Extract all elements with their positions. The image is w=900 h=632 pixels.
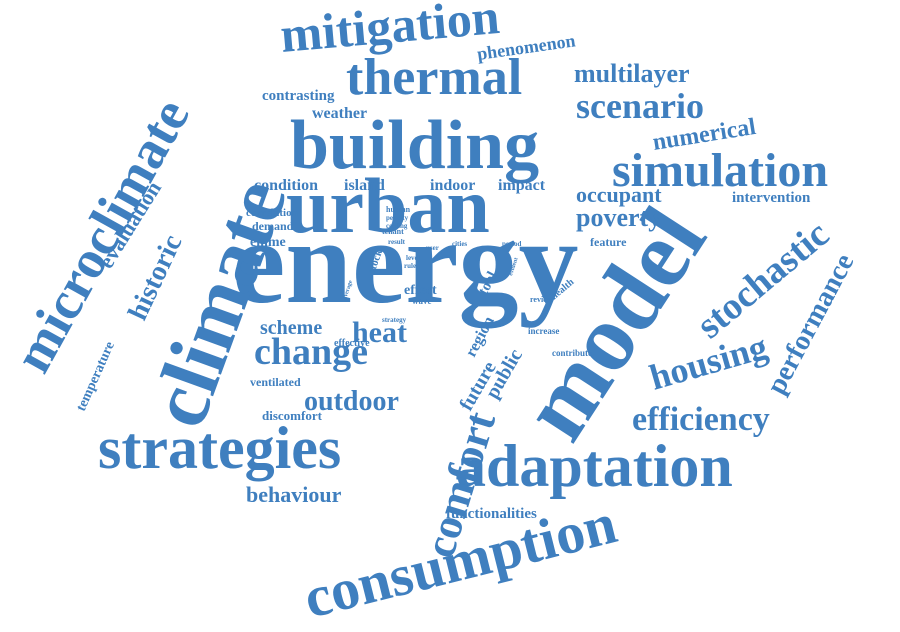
word-functionalities: functionalities: [446, 506, 537, 522]
word-effect: effect: [404, 283, 437, 298]
word-wave: wave: [412, 296, 432, 306]
word-contrasting: contrasting: [262, 88, 335, 104]
word-cooling: cooling: [386, 222, 408, 230]
word-strategy: strategy: [382, 316, 407, 324]
word-correlation: correlation: [246, 207, 298, 219]
word-rule: rule: [404, 262, 416, 270]
word-condition: condition: [254, 177, 318, 194]
word-average: average: [342, 279, 354, 300]
word-discomfort: discomfort: [262, 408, 323, 423]
word-emme: emme: [250, 235, 286, 250]
word-effective: effective: [334, 338, 370, 349]
word-scheme: scheme: [260, 317, 322, 339]
word-period: period: [502, 240, 522, 248]
word-thermal: thermal: [346, 49, 522, 106]
word-building: building: [290, 107, 539, 184]
word-ventilated: ventilated: [250, 375, 301, 389]
word-increase: increase: [528, 326, 559, 336]
word-urban: urban: [286, 162, 490, 249]
word-group: energy urban building model climate micr…: [2, 0, 860, 631]
word-impact: impact: [498, 177, 546, 194]
word-energy: energy: [232, 195, 579, 329]
word-user: user: [426, 244, 439, 252]
word-result: result: [388, 238, 406, 246]
word-level: level: [406, 254, 420, 262]
word-indoor: indoor: [430, 177, 475, 194]
word-review: review: [530, 295, 553, 304]
word-occupant: occupant: [576, 182, 662, 207]
word-intervention: intervention: [732, 190, 811, 206]
word-human: human: [386, 205, 411, 214]
word-change: change: [254, 331, 368, 373]
word-weather: weather: [312, 105, 367, 122]
word-demand: demand: [252, 219, 294, 233]
word-strategies: strategies: [98, 415, 341, 481]
word-contribute: contribute: [552, 348, 592, 358]
word-simulation: simulation: [612, 144, 828, 197]
word-scenario: scenario: [576, 86, 704, 126]
word-cities: cities: [452, 240, 467, 248]
word-penalty: penalty: [386, 214, 409, 222]
word-outdoor: outdoor: [304, 386, 399, 417]
word-heat: heat: [352, 316, 407, 349]
word-behaviour: behaviour: [246, 482, 342, 507]
word-multilayer: multilayer: [574, 59, 690, 88]
word-island: island: [344, 177, 385, 194]
word-poverty: poverty: [576, 203, 661, 232]
word-tenant: tenant: [382, 227, 404, 236]
word-efficiency: efficiency: [632, 401, 770, 438]
word-temperature: temperature: [74, 340, 118, 414]
word-adaptation: adaptation: [456, 433, 733, 499]
word-evident: evident: [508, 257, 519, 277]
word-feature: feature: [590, 235, 627, 249]
